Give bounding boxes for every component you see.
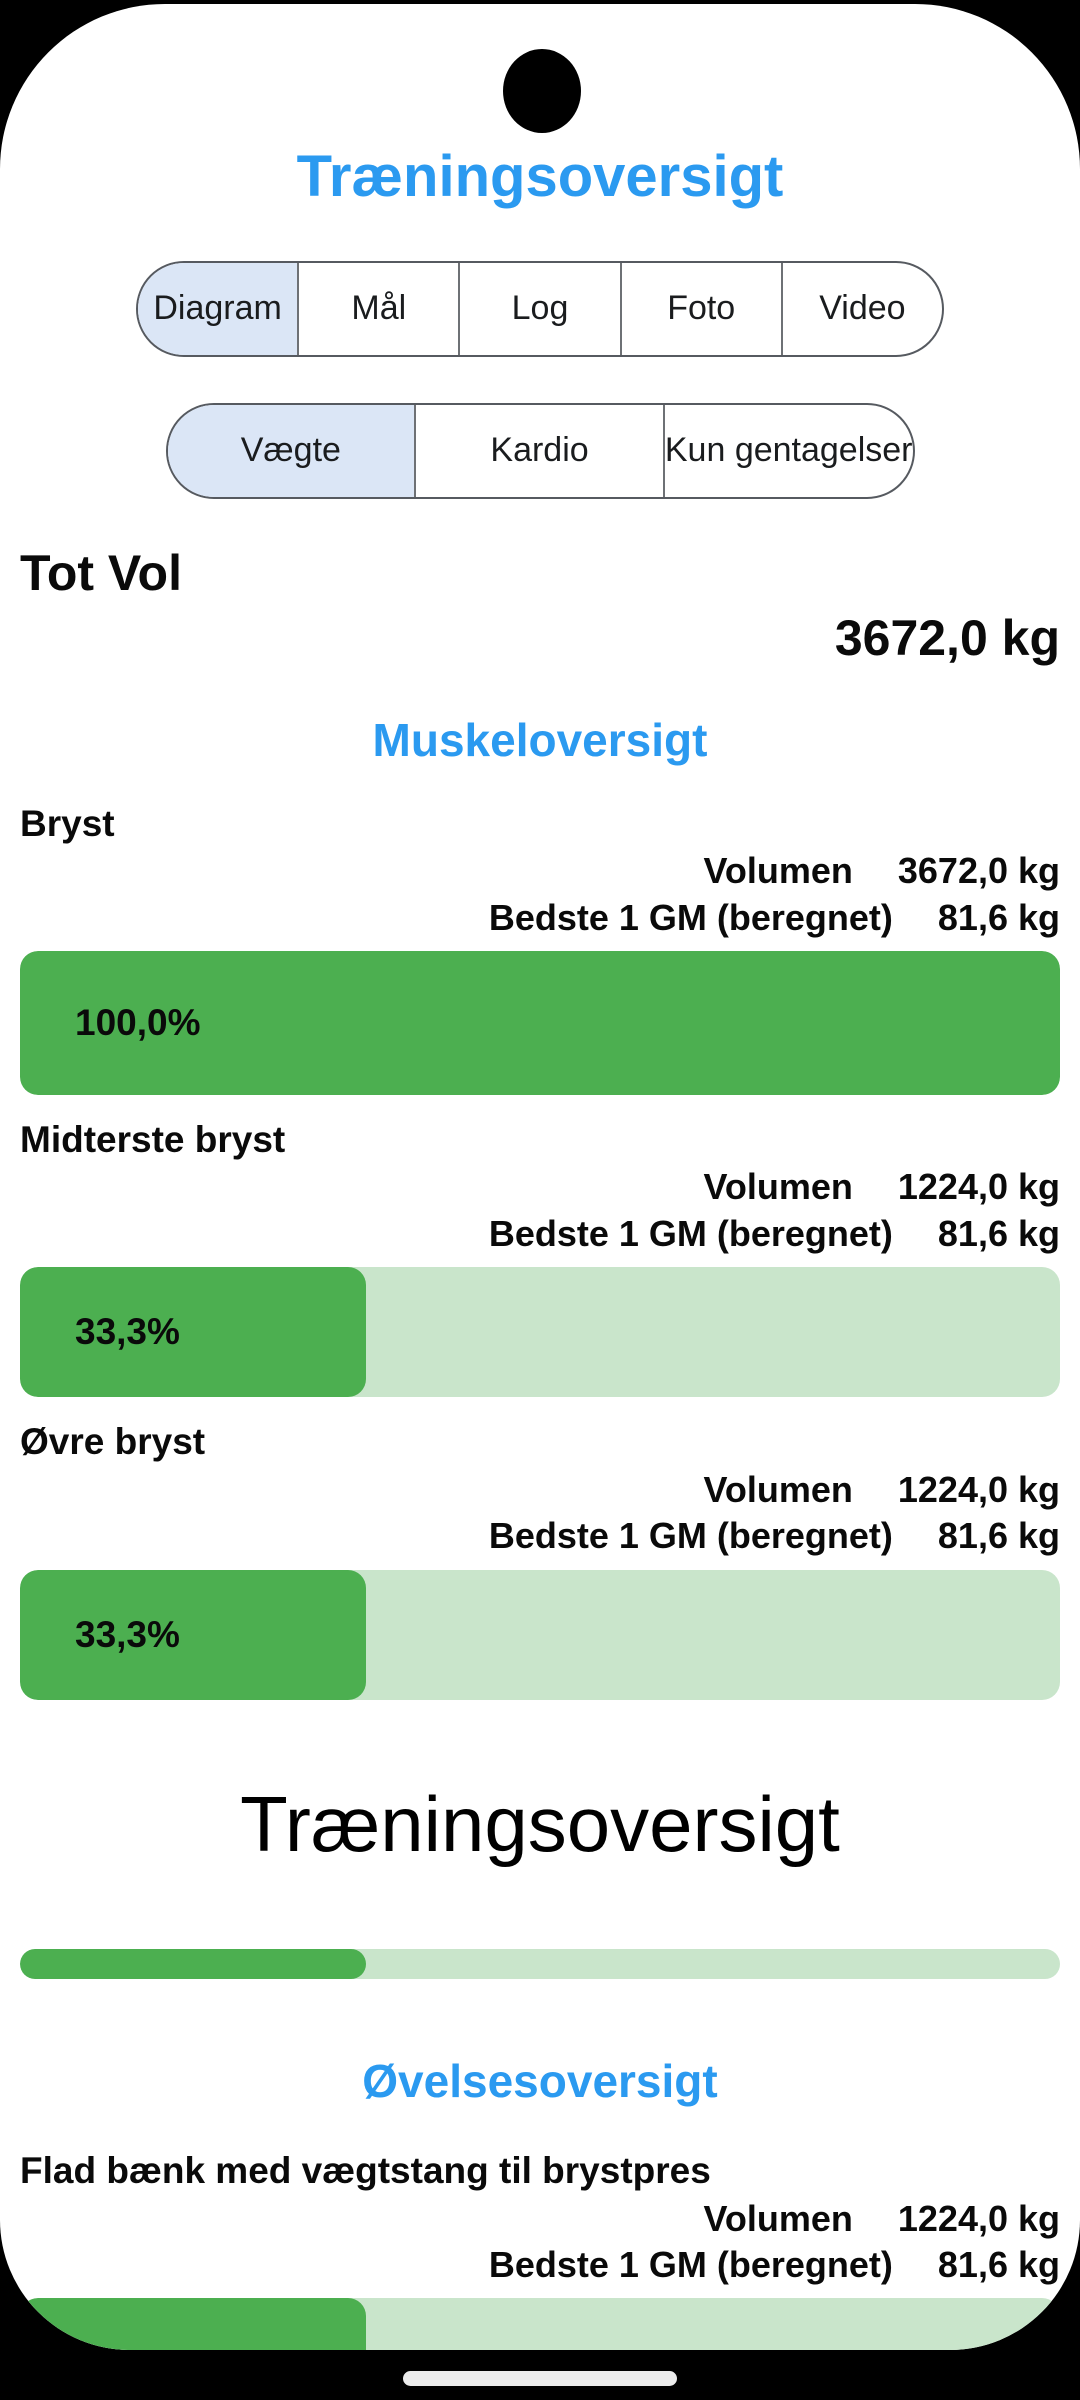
best-1rm-label: Bedste 1 GM (beregnet) [488,1515,893,1557]
progress-bar-fill: 33,3% [20,1569,367,1700]
volume-value: 1224,0 kg [897,1468,1060,1510]
progress-bar [20,2298,1060,2350]
tab-log[interactable]: Log [458,262,619,355]
tab-foto[interactable]: Foto [619,262,781,355]
volume-label: Volumen [703,850,853,892]
tab-maal[interactable]: Mål [297,262,458,355]
volume-label: Volumen [703,2197,853,2239]
best-1rm-value: 81,6 kg [937,896,1060,938]
volume-value: 3672,0 kg [897,850,1060,892]
volume-row: Volumen 1224,0 kg [20,1166,1060,1207]
camera-icon [503,49,581,133]
tab-diagram[interactable]: Diagram [138,262,298,355]
progress-bar: 100,0% [20,950,1060,1095]
summary-progress-bar-fill [20,1949,367,1980]
progress-bar-fill [20,2298,367,2350]
phone-screen: Træningsoversigt Diagram Mål Log Foto Vi… [0,4,1080,2350]
volume-label: Volumen [703,1468,853,1510]
tab-video[interactable]: Video [780,262,942,355]
best-1rm-label: Bedste 1 GM (beregnet) [488,1212,893,1254]
percent-label: 33,3% [75,1613,180,1655]
muscle-item: Bryst Volumen 3672,0 kg Bedste 1 GM (ber… [20,803,1060,1095]
best-1rm-value: 81,6 kg [937,1212,1060,1254]
home-indicator[interactable] [403,2371,677,2386]
tab-kun-gentagelser[interactable]: Kun gentagelser [662,404,913,497]
percent-label: 33,3% [75,1311,180,1353]
volume-row: Volumen 1224,0 kg [20,2198,1060,2239]
total-volume-label: Tot Vol [20,544,182,601]
muscle-name: Bryst [20,802,115,844]
exercise-overview-heading: Øvelsesoversigt [362,2055,718,2108]
progress-bar: 33,3% [20,1267,1060,1398]
primary-tab-bar: Diagram Mål Log Foto Video [136,260,944,357]
summary-progress-bar [20,1949,1060,1980]
volume-row: Volumen 3672,0 kg [20,850,1060,891]
best-1rm-label: Bedste 1 GM (beregnet) [488,896,893,938]
volume-value: 1224,0 kg [897,2197,1060,2239]
progress-bar-fill: 100,0% [20,950,1060,1095]
best-1rm-value: 81,6 kg [937,1515,1060,1557]
progress-bar-fill: 33,3% [20,1267,367,1398]
exercise-name: Flad bænk med vægtstang til brystpres [20,2150,711,2192]
tab-kardio[interactable]: Kardio [414,404,663,497]
volume-value: 1224,0 kg [897,1166,1060,1208]
best-1rm-label: Bedste 1 GM (beregnet) [488,2244,893,2286]
muscle-name: Øvre bryst [20,1421,206,1463]
best-1rm-value: 81,6 kg [937,2244,1060,2286]
tab-vaegte[interactable]: Vægte [167,404,415,497]
muscle-name: Midterste bryst [20,1118,286,1160]
secondary-tab-bar: Vægte Kardio Kun gentagelser [165,402,915,499]
best-1rm-row: Bedste 1 GM (beregnet) 81,6 kg [20,2244,1060,2285]
best-1rm-row: Bedste 1 GM (beregnet) 81,6 kg [20,897,1060,938]
exercise-item: Flad bænk med vægtstang til brystpres Vo… [20,2150,1060,2350]
main-content: Tot Vol 3672,0 kg Muskeloversigt Bryst V… [0,545,1080,2350]
best-1rm-row: Bedste 1 GM (beregnet) 81,6 kg [20,1515,1060,1556]
muscle-item: Midterste bryst Volumen 1224,0 kg Bedste… [20,1118,1060,1398]
volume-row: Volumen 1224,0 kg [20,1469,1060,1510]
muscle-item: Øvre bryst Volumen 1224,0 kg Bedste 1 GM… [20,1421,1060,1700]
progress-bar: 33,3% [20,1569,1060,1700]
total-volume-value: 3672,0 kg [834,610,1060,667]
summary-heading: Træningsoversigt [240,1779,840,1868]
muscle-overview-heading: Muskeloversigt [372,713,708,766]
page-title: Træningsoversigt [296,144,784,209]
percent-label: 100,0% [75,1001,201,1043]
volume-label: Volumen [703,1166,853,1208]
best-1rm-row: Bedste 1 GM (beregnet) 81,6 kg [20,1213,1060,1254]
